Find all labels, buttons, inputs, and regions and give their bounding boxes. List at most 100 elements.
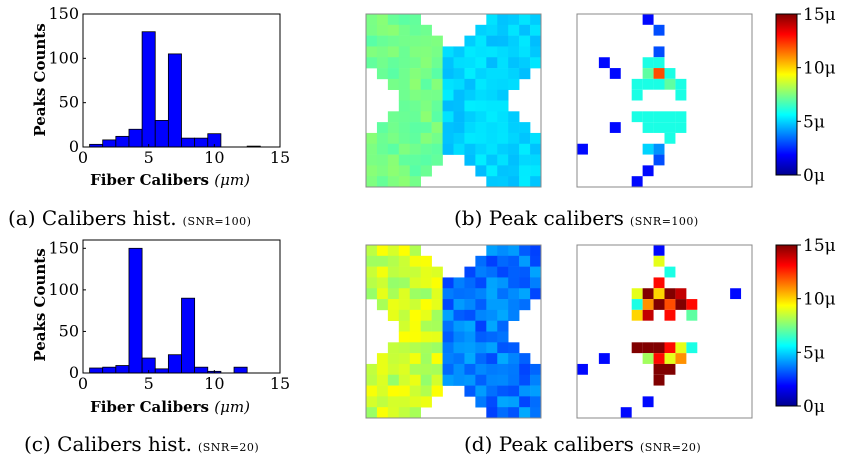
heatmap-d-full-cell [530,288,542,300]
colorbar-d-tick-label: 5μ [803,343,825,363]
caption-a-snr: (SNR=100) [183,215,252,228]
heatmap-b-full-cell [508,46,520,58]
heatmap-d-full-cell [387,407,400,419]
heatmap-b-full-cell [420,35,432,47]
heatmap-d-full-cell [442,353,454,365]
heatmap-b-full-cell [464,68,476,80]
histogram-c-xtick-label: 10 [204,374,224,393]
heatmap-b-full-cell [442,122,454,134]
heatmap-b-full-cell [431,68,443,80]
heatmap-d-full-cell [398,245,411,257]
heatmap-d-full-cell [420,353,432,365]
heatmap-d-full-cell [519,363,531,376]
heatmap-b-full-cell [366,57,378,69]
heatmap-b-full-cell [420,24,432,36]
histogram-c-xunit: (μm) [214,398,250,416]
histogram-a-ytick-label: 100 [48,48,79,67]
histogram-a-bar [181,137,196,148]
heatmap-d-peaks-cell [653,299,665,310]
histogram-a-bars [89,31,261,148]
heatmap-b-peaks-cell [653,78,665,90]
heatmap-d-full-cell [442,363,454,376]
heatmap-d-full-cell [519,288,531,300]
heatmap-d-full-cell [464,331,476,343]
heatmap-b-full-cell [420,111,432,123]
heatmap-d-full-cell [376,363,389,376]
histogram-c-xtick-label: 5 [144,374,154,393]
heatmap-b-full-cell [508,176,520,188]
histogram-c-bar [128,247,143,374]
heatmap-b-full-cell [475,143,487,155]
heatmap-b-full-cell [387,57,400,69]
heatmap-b-full-cell [366,35,378,47]
heatmap-d-full-cell [442,320,454,332]
heatmap-b-full-cell [409,24,421,36]
heatmap-b-full-cell [442,78,454,90]
heatmap-d-full-cell [464,309,476,321]
heatmap-d-full-cell [420,385,432,397]
heatmap-b-full-cell [376,14,389,26]
colorbar-d [775,244,798,407]
heatmap-b-full-cell [366,46,378,58]
histogram-a-bar [194,137,209,148]
heatmap-d-full-cell [409,396,421,408]
heatmap-b-peaks-cell [631,111,643,123]
heatmap-d-full-cell [366,288,378,300]
heatmap-b-full-cell [464,35,476,47]
heatmap-b-full-cell [431,143,443,155]
heatmap-d-full-cell [387,374,400,386]
heatmap-b-full-cell [376,154,389,166]
heatmap-b-full-cell [420,89,432,101]
heatmap-b-full-cell [409,176,421,188]
heatmap-d-full-cell [486,396,498,408]
heatmap-b-peaks-cell [675,89,687,101]
heatmap-d-full-cell [420,396,432,408]
heatmap-d-peaks-cell [577,363,588,375]
heatmap-b-full-cell [475,24,487,36]
heatmap-d-peaks-cell [631,299,643,310]
heatmap-d-full-cell [398,407,411,419]
heatmap-d-full-cell [486,407,498,419]
heatmap-d-full-cell [486,309,498,321]
heatmap-b-full-cell [409,78,421,90]
heatmap-d-full-cell [508,309,520,321]
caption-c-text: (c) Calibers hist. [24,432,192,456]
heatmap-b-full-cell [497,57,509,69]
heatmap-d-peaks-cell [653,255,665,267]
heatmap-d-full-cell [420,288,432,300]
heatmap-d-full-cell [431,353,443,365]
heatmap-b-full-cell [442,132,454,145]
histogram-a-frame [82,13,281,148]
heatmap-d-full-cell [431,342,443,354]
heatmap-d-full [366,245,542,419]
heatmap-d-full-cell [442,342,454,354]
heatmap-b-full-cell [453,78,465,90]
heatmap-b-full-cell [519,154,531,166]
heatmap-b-full-cell [464,89,476,101]
heatmap-d-full-cell [497,331,509,343]
heatmap-b-full-cell [475,89,487,101]
heatmap-d-full-cell [497,299,509,311]
heatmap-b-full-cell [420,100,432,112]
heatmap-d-full-cell [409,309,421,321]
caption-a: (a) Calibers hist. (SNR=100) [8,206,251,230]
heatmap-d-full-cell [431,385,443,397]
heatmap-d-full-cell [530,396,542,408]
heatmap-b-full-cell [519,122,531,134]
heatmap-d-full-cell [376,385,389,397]
heatmap-b-full-cell [431,57,443,69]
heatmap-b-full-cell [497,122,509,134]
heatmap-d-full-cell [420,299,432,311]
heatmap-d-full-cell [508,277,520,289]
heatmap-d-full-cell [420,309,432,321]
heatmap-b-full-cell [376,176,389,188]
histogram-c-ylabel: Peaks Counts [31,248,49,361]
heatmap-b-full-cell [464,100,476,112]
heatmap-d-full-cell [475,266,487,278]
heatmap-b-full-cell [486,24,498,36]
heatmap-b-full-cell [508,57,520,69]
heatmap-d-full-cell [431,320,443,332]
heatmap-d-full-cell [442,299,454,311]
